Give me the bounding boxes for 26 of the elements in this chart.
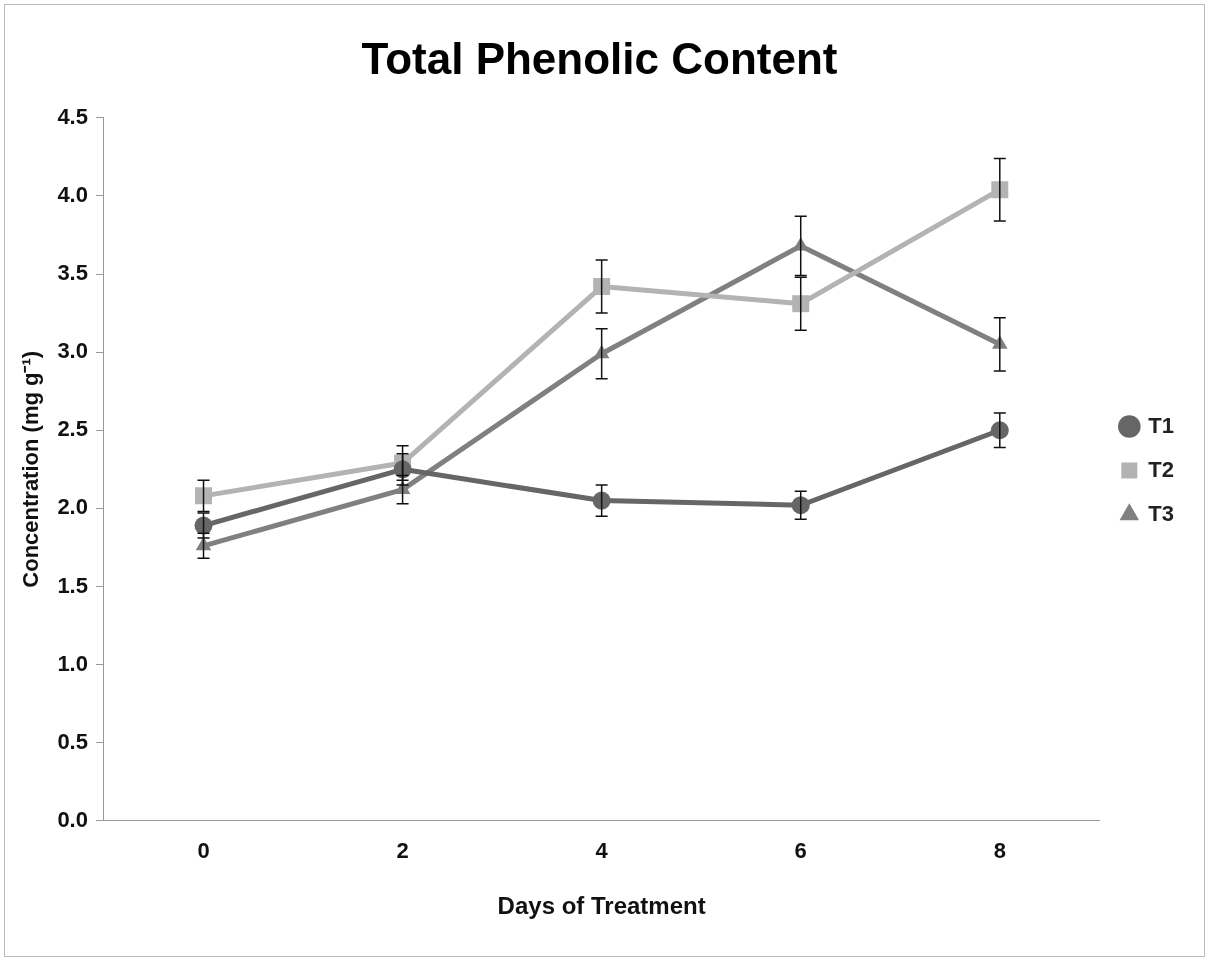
x-tick-label: 0: [197, 838, 210, 864]
legend-label: T2: [1148, 456, 1175, 482]
y-tick-label: 1.5: [57, 572, 88, 598]
y-tick-label: 4.5: [57, 103, 88, 129]
x-axis-title: Days of Treatment: [497, 892, 706, 920]
point: [593, 278, 611, 296]
y-tick-label: 2.5: [57, 416, 88, 442]
x-tick-label: 6: [794, 838, 807, 864]
y-tick-label: 1.0: [57, 650, 88, 676]
point: [195, 487, 212, 505]
y-tick-label: 0.0: [57, 806, 88, 832]
y-tick-label: 4.0: [57, 181, 88, 207]
y-tick-label: 3.5: [57, 260, 88, 286]
x-tick-label: 4: [595, 838, 609, 864]
legend-label: T3: [1148, 500, 1175, 526]
y-tick-label: 2.0: [57, 494, 88, 520]
y-axis-title: Concentration (mg g⁻¹): [18, 350, 44, 588]
y-tick-label: 3.0: [57, 338, 88, 364]
x-tick-label: 2: [396, 838, 409, 864]
point: [592, 491, 611, 510]
point: [791, 496, 810, 515]
legend-label: T1: [1148, 412, 1175, 438]
x-tick-label: 8: [993, 838, 1006, 864]
chart-title: Total Phenolic Content: [361, 33, 838, 83]
point: [792, 295, 810, 313]
y-tick-label: 0.5: [57, 728, 88, 754]
